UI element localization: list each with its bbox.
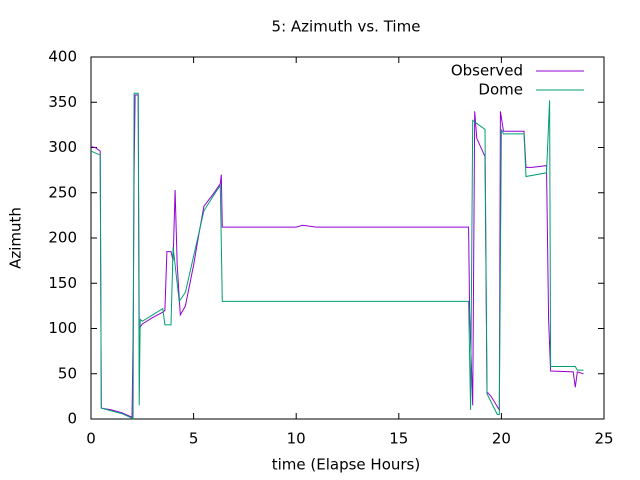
y-tick-label: 400 xyxy=(48,48,77,66)
chart-title: 5: Azimuth vs. Time xyxy=(272,18,421,36)
legend-label: Dome xyxy=(478,81,523,99)
x-tick-label: 20 xyxy=(492,430,511,448)
x-tick-label: 10 xyxy=(287,430,306,448)
y-tick-label: 100 xyxy=(48,319,77,337)
y-tick-label: 300 xyxy=(48,138,77,156)
y-tick-label: 200 xyxy=(48,229,77,247)
x-tick-label: 15 xyxy=(389,430,408,448)
series-line xyxy=(90,94,584,418)
x-tick-label: 25 xyxy=(594,430,613,448)
y-tick-label: 250 xyxy=(48,183,77,201)
y-tick-label: 50 xyxy=(58,364,77,382)
x-tick-label: 0 xyxy=(86,430,96,448)
y-tick-label: 0 xyxy=(67,410,77,428)
y-tick-label: 350 xyxy=(48,93,77,111)
legend-label: Observed xyxy=(451,62,523,80)
plot-frame xyxy=(90,56,605,420)
y-axis-label: Azimuth xyxy=(7,207,25,269)
x-axis-label: time (Elapse Hours) xyxy=(272,456,420,474)
series-line xyxy=(90,92,584,421)
x-tick-label: 5 xyxy=(189,430,199,448)
y-tick-label: 150 xyxy=(48,274,77,292)
